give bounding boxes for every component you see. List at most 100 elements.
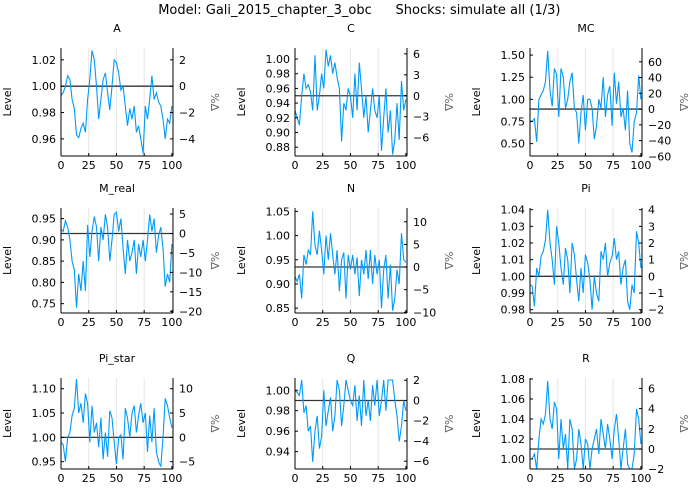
y2-tick-label: 5 xyxy=(179,407,186,420)
subplot-n: N 0 25 50 75 100 0.85 0.90 0.95 1.00 1.05 −10 −5 0 5 10… xyxy=(235,182,455,329)
y-tick-label: 0.96 xyxy=(32,133,57,146)
x-tick-label: 0 xyxy=(292,159,299,172)
x-tick-label: 0 xyxy=(292,472,299,485)
series-line xyxy=(60,50,173,154)
figure-title-model: Model: Gali_2015_chapter_3_obc xyxy=(158,3,372,18)
y2-tick-label: 4 xyxy=(648,204,655,217)
y-tick-label: 0.85 xyxy=(266,302,291,315)
x-tick-label: 25 xyxy=(551,316,565,329)
subplot-title: Pi_star xyxy=(99,352,136,365)
series-line xyxy=(529,50,642,153)
series-line xyxy=(60,211,173,308)
subplot-title: M_real xyxy=(99,182,135,195)
y2-tick-label: −6 xyxy=(413,455,429,468)
x-tick-label: 0 xyxy=(58,472,65,485)
x-tick-label: 75 xyxy=(606,316,620,329)
y-tick-label: 1.00 xyxy=(266,230,291,243)
y2-tick-label: −5 xyxy=(179,456,195,469)
figure-title-shocks: Shocks: simulate all (1/3) xyxy=(396,3,561,18)
y2-tick-label: −2 xyxy=(179,107,195,120)
y-tick-label: 1.00 xyxy=(266,384,291,397)
y2-tick-label: −2 xyxy=(648,304,664,317)
y2-tick-label: −40 xyxy=(648,135,671,148)
y-tick-label: 1.02 xyxy=(501,237,526,250)
y-tick-label: 0.90 xyxy=(266,126,291,139)
y2-tick-label: 20 xyxy=(648,87,662,100)
y-tick-label: 1.03 xyxy=(501,220,526,233)
x-tick-label: 100 xyxy=(161,159,182,172)
y-axis-label: Level xyxy=(470,409,483,438)
y2-tick-label: −4 xyxy=(179,133,195,146)
y2-tick-label: 2 xyxy=(413,374,420,387)
y-tick-label: 1.02 xyxy=(501,433,526,446)
x-tick-label: 100 xyxy=(395,159,416,172)
y2-tick-label: −10 xyxy=(413,306,436,319)
x-tick-label: 100 xyxy=(630,316,651,329)
subplot-title: A xyxy=(113,22,121,35)
subplot-q: Q 0 25 50 75 100 0.94 0.96 0.98 1.00 −6 −4 −2 0 2 Level… xyxy=(235,352,455,485)
y2-tick-label: −15 xyxy=(179,286,202,299)
y2-tick-label: −5 xyxy=(179,247,195,260)
y2-axis-label: %Δ xyxy=(677,415,690,433)
y2-tick-label: 0 xyxy=(648,443,655,456)
y2-tick-label: 2 xyxy=(648,423,655,436)
y-tick-label: 0.75 xyxy=(501,115,526,128)
x-tick-label: 100 xyxy=(395,472,416,485)
y-axis-label: Level xyxy=(235,409,248,438)
y-tick-label: 1.04 xyxy=(501,204,526,217)
subplot-title: Q xyxy=(347,352,356,365)
y2-tick-label: 0 xyxy=(413,394,420,407)
x-tick-label: 75 xyxy=(137,472,151,485)
y-tick-label: 0.92 xyxy=(266,112,291,125)
x-tick-label: 50 xyxy=(109,159,123,172)
x-tick-label: 0 xyxy=(527,472,534,485)
x-tick-label: 50 xyxy=(578,159,592,172)
y-tick-label: 0.94 xyxy=(266,97,291,110)
x-tick-label: 75 xyxy=(371,159,385,172)
y-tick-label: 0.85 xyxy=(32,255,57,268)
subplot-title: MC xyxy=(577,22,594,35)
subplot-title: Pi xyxy=(581,182,590,195)
y2-tick-label: −2 xyxy=(413,415,429,428)
x-tick-label: 75 xyxy=(371,316,385,329)
y-tick-label: 0.98 xyxy=(501,304,526,317)
y2-tick-label: 5 xyxy=(179,208,186,221)
subplot-c: C 0 25 50 75 100 0.88 0.900.92 0.94 0.960.98 1.00 −… xyxy=(235,22,455,172)
x-tick-label: 75 xyxy=(371,472,385,485)
y-axis-label: Level xyxy=(235,87,248,116)
y2-axis-label: %Δ xyxy=(208,415,221,433)
y2-tick-label: 0 xyxy=(179,431,186,444)
y2-tick-label: −6 xyxy=(413,132,429,145)
y2-axis-label: %Δ xyxy=(677,93,690,111)
y2-tick-label: 2 xyxy=(648,237,655,250)
x-tick-label: 50 xyxy=(578,316,592,329)
y-tick-label: 1.00 xyxy=(501,453,526,466)
x-tick-label: 100 xyxy=(161,316,182,329)
y-tick-label: 1.01 xyxy=(501,254,526,267)
y2-tick-label: −3 xyxy=(413,111,429,124)
y-tick-label: 1.04 xyxy=(501,413,526,426)
y-tick-label: 1.08 xyxy=(501,373,526,386)
y-tick-label: 1.00 xyxy=(266,53,291,66)
series-line xyxy=(294,211,407,311)
y2-tick-label: 0 xyxy=(413,90,420,103)
y-tick-label: 0.95 xyxy=(32,456,57,469)
series-line xyxy=(529,209,642,310)
subplot-mc: MC 0 25 50 75 100 0.50 0.75 1.00 1.25 1.50 −60 −40 −2… xyxy=(470,22,690,172)
y2-tick-label: 40 xyxy=(648,72,662,85)
y-tick-label: 0.88 xyxy=(266,141,291,154)
y-tick-label: 0.75 xyxy=(32,298,57,311)
x-tick-label: 50 xyxy=(343,472,357,485)
y2-tick-label: −4 xyxy=(413,435,429,448)
y-tick-label: 0.95 xyxy=(32,213,57,226)
y-tick-label: 0.90 xyxy=(32,234,57,247)
subplot-pi-star: Pi_star 0 25 50 75 100 0.95 1.00 1.05 1.10 −5 0 5 10 L… xyxy=(1,352,221,485)
y-tick-label: 1.00 xyxy=(32,80,57,93)
y-axis-label: Level xyxy=(470,246,483,275)
y2-tick-label: 4 xyxy=(648,403,655,416)
x-tick-label: 25 xyxy=(82,472,96,485)
y2-tick-label: 10 xyxy=(413,216,427,229)
x-tick-label: 0 xyxy=(58,159,65,172)
